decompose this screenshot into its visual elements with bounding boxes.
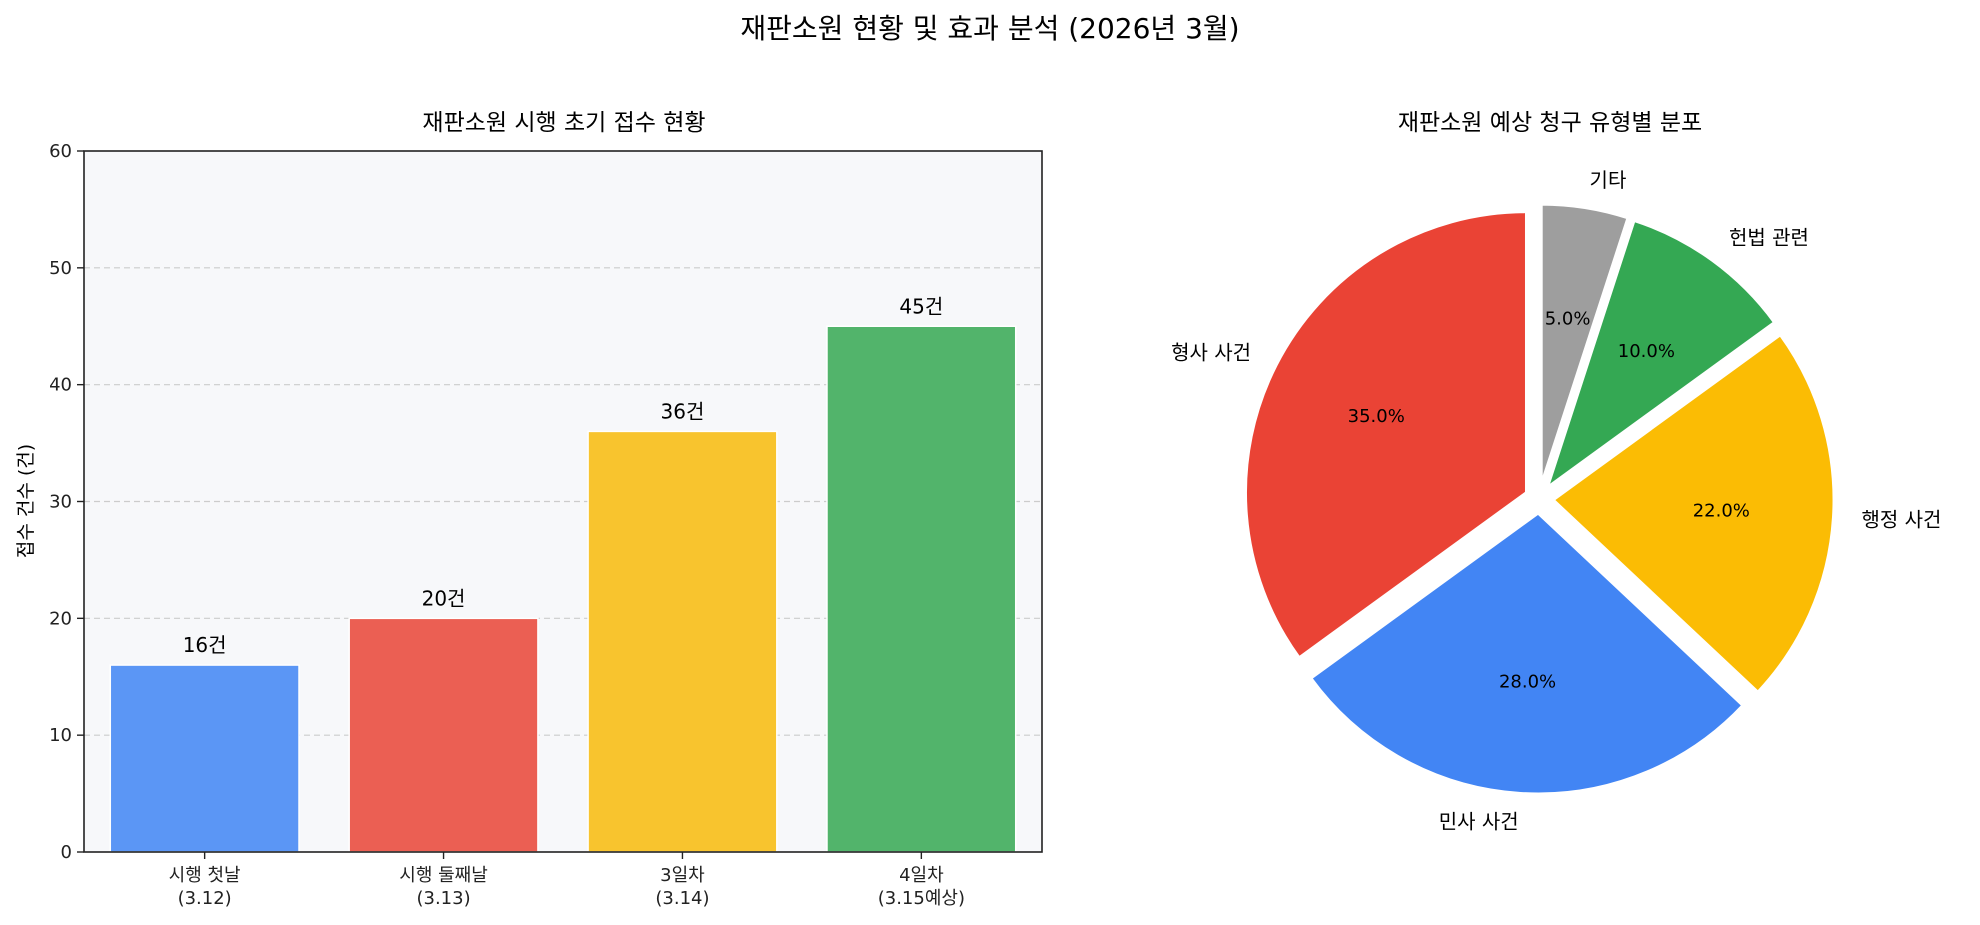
pie-category-label: 기타	[1590, 168, 1627, 192]
pie-slice	[1539, 202, 1630, 486]
pie-slices	[1243, 202, 1836, 796]
bar-chart: 재판소원 시행 초기 접수 현황 16건 20건 36건 45건 0 10 20 30 40 5…	[15, 110, 1043, 909]
bar-value-label: 36건	[661, 399, 705, 423]
bar	[587, 430, 778, 853]
pie-category-label: 민사 사건	[1439, 810, 1519, 834]
bar	[826, 325, 1017, 853]
pie-slice	[1308, 511, 1746, 796]
pie-slice	[1243, 210, 1528, 660]
x-tick-label: 3일차	[660, 865, 705, 886]
y-tick-label: 50	[49, 258, 72, 279]
x-tick-label: (3.12)	[178, 888, 232, 909]
x-tick-label: 시행 첫날	[169, 865, 241, 886]
pie-percent-label: 35.0%	[1348, 406, 1405, 427]
y-tick-label: 20	[49, 608, 72, 629]
y-axis-ticks: 0 10 20 30 40 50 60	[49, 141, 84, 863]
x-axis-ticks: 시행 첫날(3.12) 시행 둘째날(3.13) 3일차(3.14) 4일차(3.15…	[169, 852, 965, 909]
y-tick-label: 40	[49, 375, 72, 396]
x-tick-label: (3.14)	[655, 888, 709, 909]
x-tick-label: 시행 둘째날	[399, 865, 488, 886]
bar-chart-title: 재판소원 시행 초기 접수 현황	[422, 110, 705, 136]
figure-title: 재판소원 현황 및 효과 분석 (2026년 3월)	[740, 12, 1239, 45]
y-tick-label: 30	[49, 492, 72, 513]
pie-category-label: 헌법 관련	[1729, 226, 1809, 250]
x-tick-label: (3.15예상)	[878, 888, 965, 909]
y-tick-label: 60	[49, 141, 72, 162]
pie-labels: 35.0% 형사 사건 28.0% 민사 사건 22.0% 행정 사건 10.0% 헌법 관련…	[1171, 168, 1941, 834]
pie-percent-label: 10.0%	[1618, 341, 1675, 362]
pie-chart: 재판소원 예상 청구 유형별 분포 35.0% 형사 사건 28.0% 민사 사건 22…	[1171, 110, 1941, 834]
bar-value-label: 45건	[899, 294, 943, 318]
y-tick-label: 0	[61, 842, 72, 863]
pie-chart-title: 재판소원 예상 청구 유형별 분포	[1398, 110, 1702, 136]
y-tick-label: 10	[49, 725, 72, 746]
bar-value-label: 16건	[183, 633, 227, 657]
bar	[109, 664, 300, 853]
y-axis-label: 접수 건수 (건)	[15, 444, 37, 558]
bar-value-label: 20건	[422, 586, 466, 610]
pie-percent-label: 22.0%	[1693, 500, 1750, 521]
pie-category-label: 행정 사건	[1862, 507, 1942, 531]
pie-slice	[1544, 218, 1777, 492]
bar	[348, 617, 539, 853]
x-tick-label: 4일차	[899, 865, 944, 886]
bars: 16건 20건 36건 45건	[109, 294, 1017, 853]
pie-category-label: 형사 사건	[1171, 340, 1251, 364]
pie-percent-label: 5.0%	[1545, 309, 1591, 330]
pie-percent-label: 28.0%	[1499, 671, 1556, 692]
x-tick-label: (3.13)	[416, 888, 470, 909]
pie-slice	[1550, 332, 1836, 695]
